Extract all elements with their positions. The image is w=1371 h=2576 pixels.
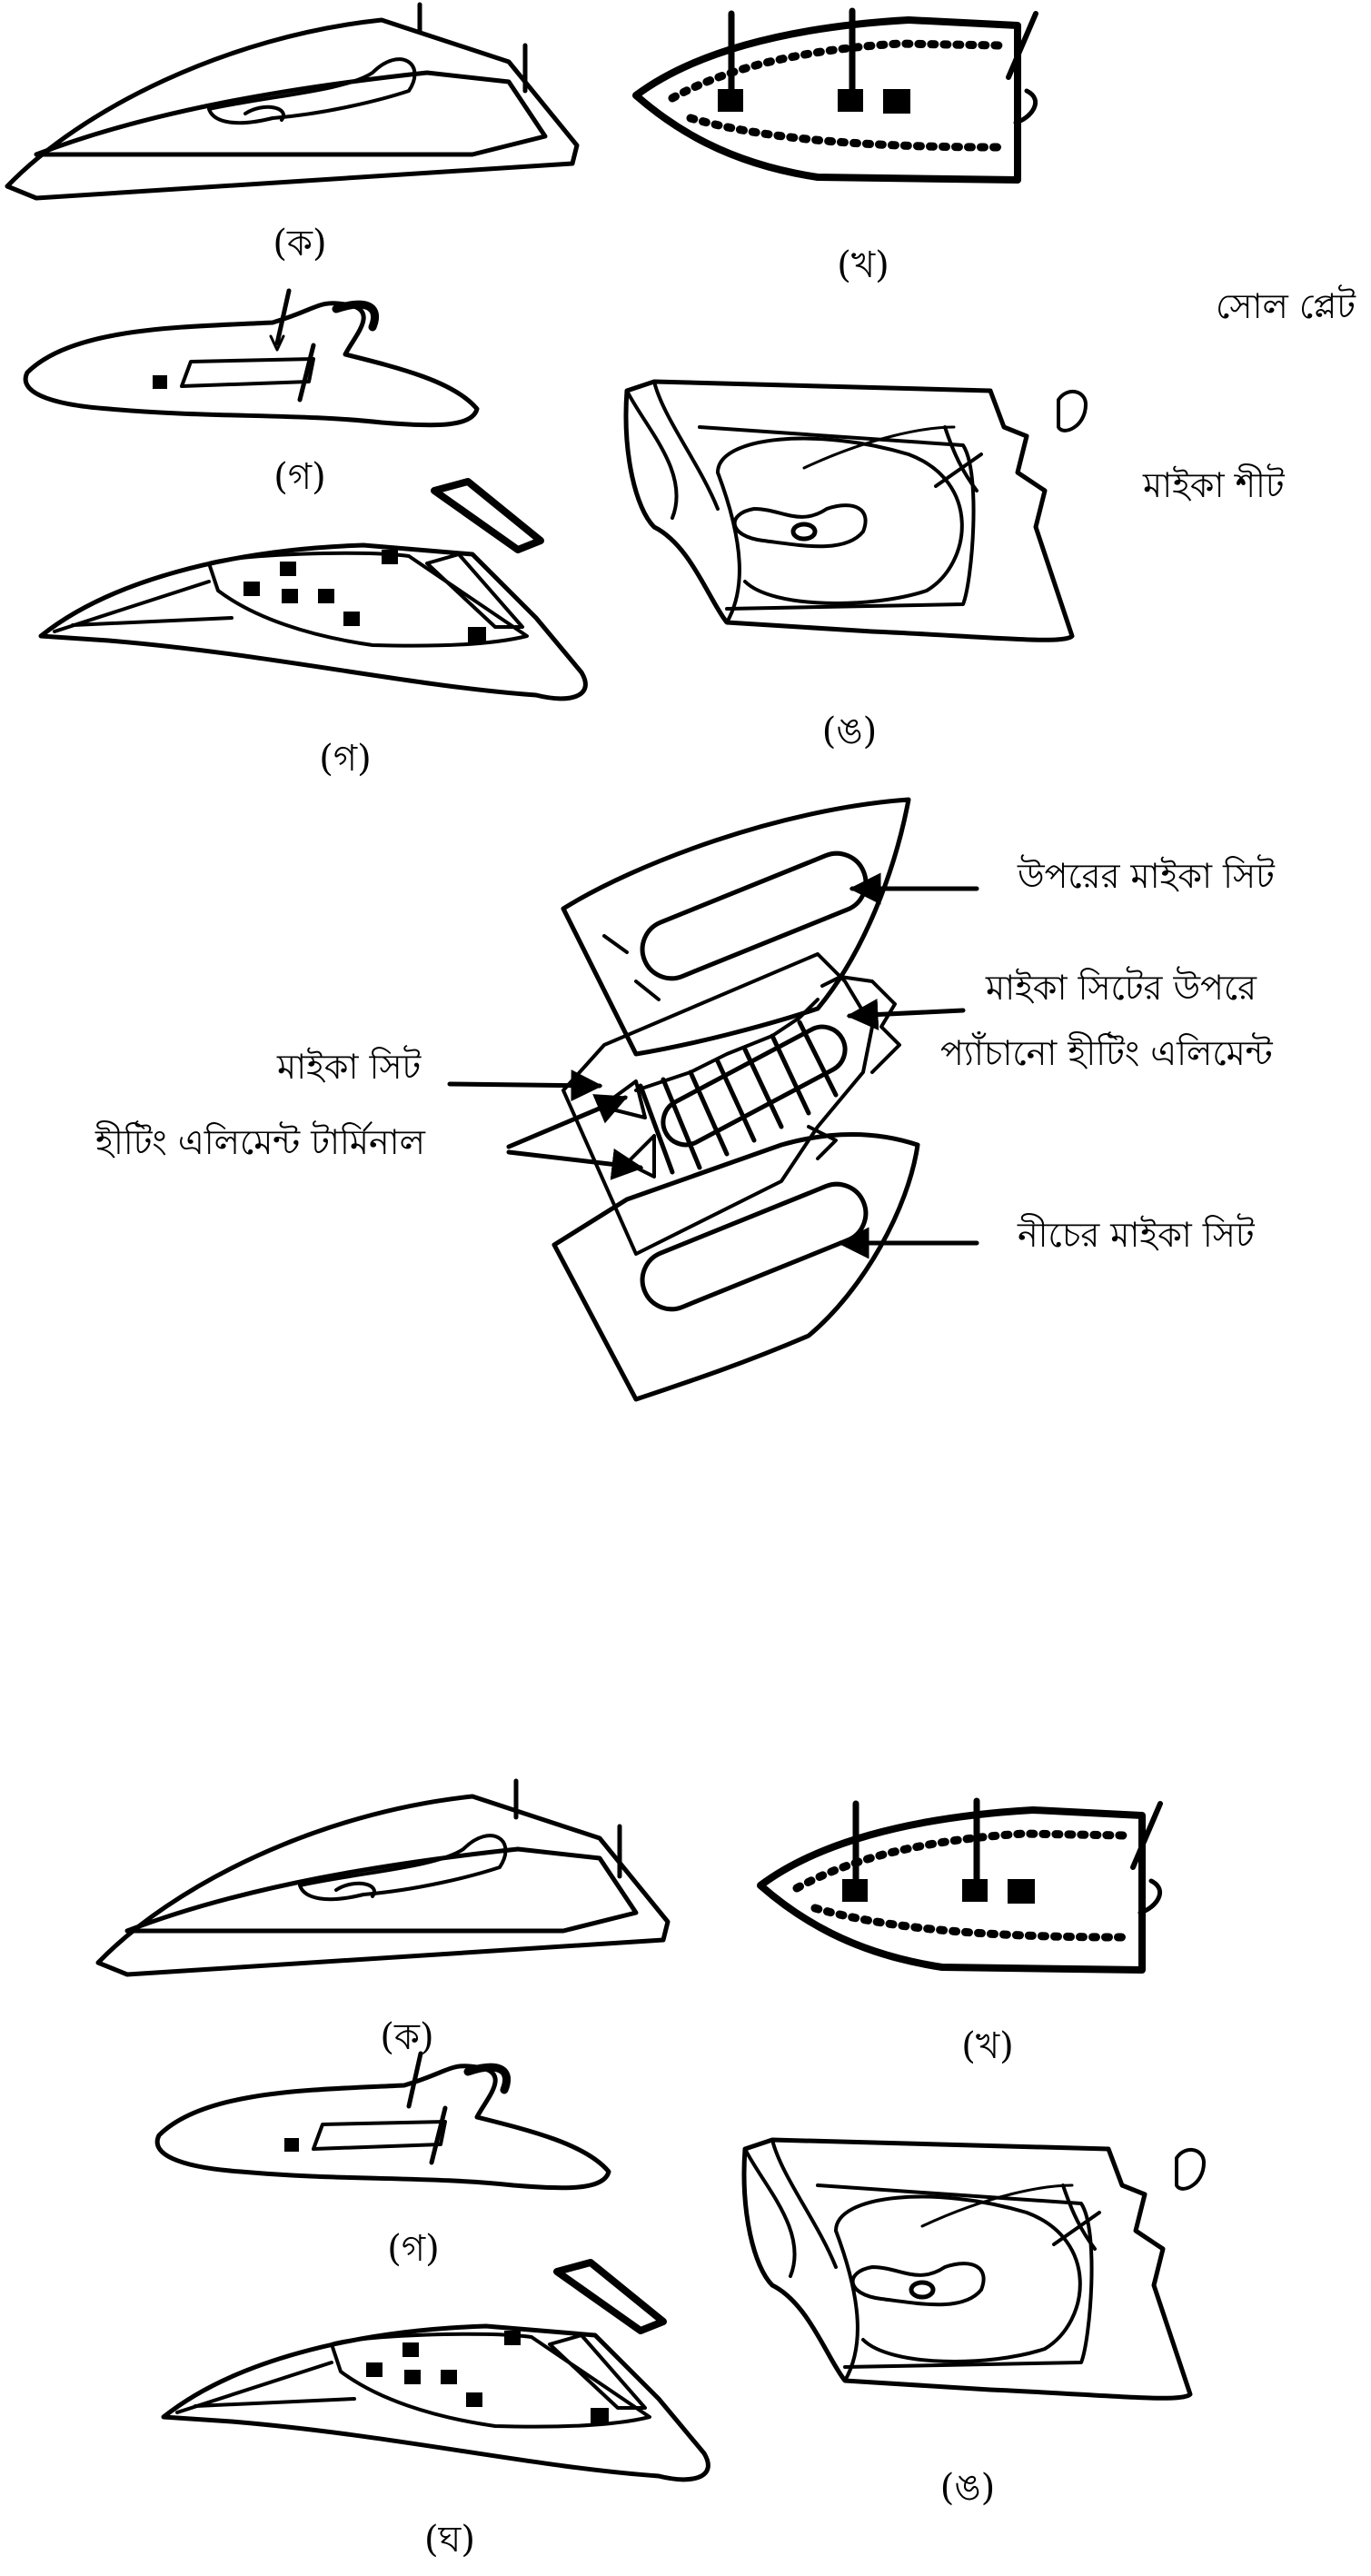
caption-top-b: (খ) xyxy=(837,244,889,286)
caption-top-c2: (গ) xyxy=(319,738,372,780)
mica-sheet-c xyxy=(23,288,480,428)
arrow-terminal-1 xyxy=(506,1094,629,1149)
heating-plate-b xyxy=(632,7,1038,184)
lower-mica-sheet xyxy=(551,1132,920,1402)
arrow-winding xyxy=(846,999,966,1030)
caption-top-a: (ক) xyxy=(273,223,327,264)
caption-top-e: (ঙ) xyxy=(821,711,878,752)
label-terminal: হীটিং এলিমেন্ট টার্মিনাল xyxy=(95,1122,425,1162)
label-mica-sheet: মাইকা সিট xyxy=(277,1047,422,1087)
heating-element-winding xyxy=(561,952,901,1256)
label-mica-sheet-top: মাইকা শীট xyxy=(1143,465,1285,505)
open-iron-e xyxy=(623,379,1088,642)
caption-bottom-e: (ঙ) xyxy=(939,2467,996,2509)
label-wound-line1: মাইকা সিটের উপরে xyxy=(986,968,1257,1008)
label-sole-plate: সোল প্লেট xyxy=(1216,286,1356,326)
label-lower-mica: নীচের মাইকা সিট xyxy=(1018,1215,1255,1255)
caption-bottom-d: (ঘ) xyxy=(424,2519,475,2561)
iron-cover-a-bottom xyxy=(95,1778,671,1977)
caption-bottom-b: (খ) xyxy=(961,2025,1014,2067)
sole-plate-d-bottom xyxy=(161,2259,710,2482)
heating-plate-b-bottom xyxy=(757,1797,1163,1974)
arrow-terminal-2 xyxy=(506,1148,644,1180)
arrow-mica-sheet xyxy=(447,1069,603,1102)
caption-top-c: (গ) xyxy=(273,456,326,498)
upper-mica-sheet xyxy=(561,797,911,1057)
caption-bottom-a: (ক) xyxy=(380,2016,434,2058)
label-upper-mica: উপরের মাইকা সিট xyxy=(1018,856,1275,896)
label-wound-line2: প্যাঁচানো হীটিং এলিমেন্ট xyxy=(940,1033,1273,1073)
iron-cover-a xyxy=(5,2,580,201)
sole-plate-d xyxy=(38,478,588,701)
caption-bottom-c: (গ) xyxy=(387,2228,440,2270)
open-iron-e-bottom xyxy=(741,2137,1206,2401)
mica-sheet-c-bottom xyxy=(154,2051,611,2191)
